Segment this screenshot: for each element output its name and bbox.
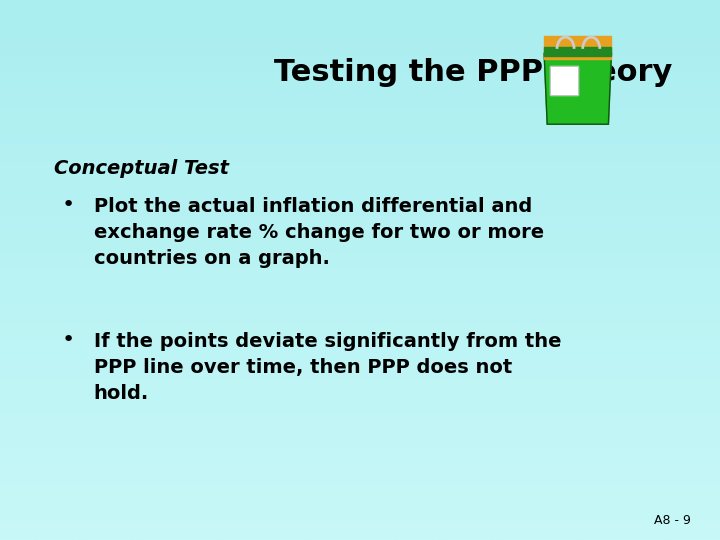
Polygon shape: [544, 53, 611, 124]
Polygon shape: [544, 36, 611, 59]
Polygon shape: [544, 47, 611, 56]
Text: Plot the actual inflation differential and
exchange rate % change for two or mor: Plot the actual inflation differential a…: [94, 197, 544, 268]
Text: Testing the PPP Theory: Testing the PPP Theory: [274, 58, 672, 87]
Bar: [550, 65, 577, 95]
Text: •: •: [62, 330, 75, 350]
Text: If the points deviate significantly from the
PPP line over time, then PPP does n: If the points deviate significantly from…: [94, 332, 561, 403]
Text: A8 - 9: A8 - 9: [654, 514, 691, 526]
Bar: [550, 65, 577, 95]
Text: •: •: [62, 195, 75, 215]
Text: Conceptual Test: Conceptual Test: [54, 159, 229, 178]
